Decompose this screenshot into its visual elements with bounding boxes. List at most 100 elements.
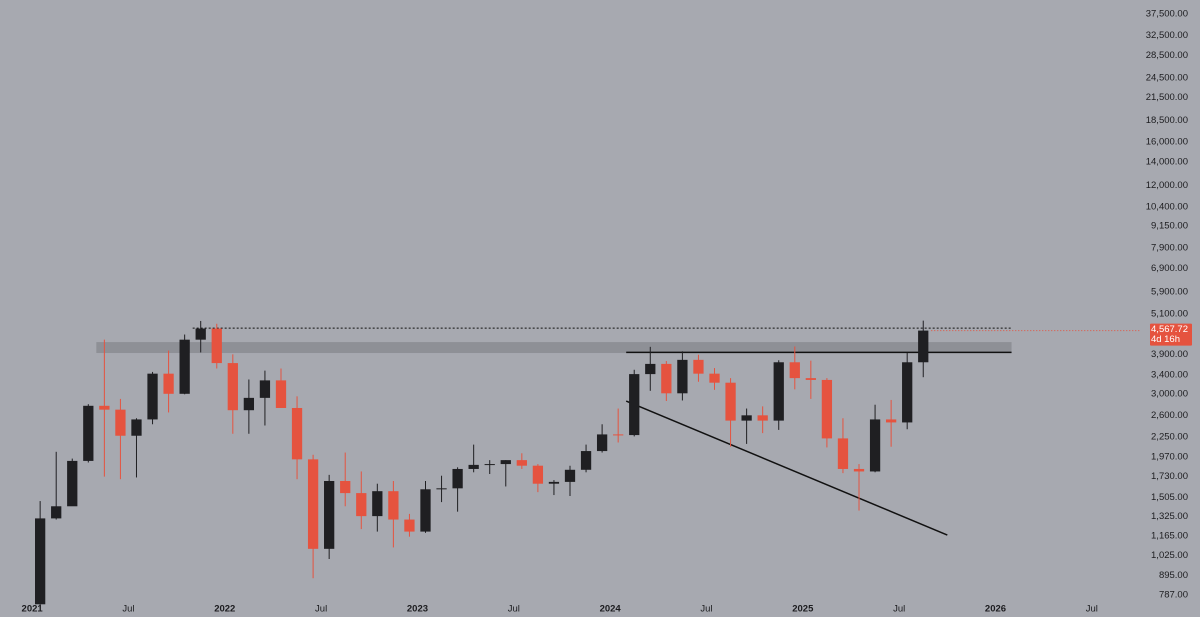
candle-body — [211, 328, 222, 364]
resistance-zone — [96, 342, 1012, 354]
candle-body — [275, 380, 287, 408]
candle-body — [580, 451, 592, 470]
candle-body — [918, 330, 929, 363]
candle-body — [356, 493, 367, 517]
y-tick-label: 1,505.00 — [1151, 492, 1188, 503]
y-tick-label: 3,900.00 — [1151, 349, 1188, 360]
y-tick-label: 21,500.00 — [1146, 92, 1188, 103]
y-tick-label: 32,500.00 — [1146, 30, 1188, 41]
candle-body — [757, 415, 768, 421]
candle-body — [821, 379, 833, 439]
candle-body — [147, 373, 158, 420]
candle-body — [532, 465, 544, 484]
x-tick-label: 2021 — [22, 604, 44, 615]
y-tick-label: 5,100.00 — [1151, 309, 1188, 320]
candle-body — [115, 409, 126, 436]
x-tick-label: Jul — [1086, 604, 1098, 615]
y-tick-label: 3,000.00 — [1151, 388, 1188, 399]
candle-body — [163, 373, 174, 394]
candle-body — [179, 339, 190, 394]
candle-body — [645, 363, 656, 375]
y-tick-label: 1,970.00 — [1151, 452, 1188, 463]
candle-body — [99, 405, 110, 410]
candle-body — [340, 480, 351, 494]
y-tick-label: 24,500.00 — [1146, 73, 1188, 84]
y-tick-label: 12,000.00 — [1146, 180, 1188, 191]
y-tick-label: 3,400.00 — [1151, 369, 1188, 380]
candle-body — [259, 380, 271, 398]
candle-body — [548, 481, 560, 484]
candle-body — [243, 397, 255, 411]
candle-body — [773, 362, 784, 421]
y-tick-label: 5,900.00 — [1151, 287, 1188, 298]
candle-body — [805, 378, 816, 380]
candle-body — [67, 460, 78, 507]
candle-body — [869, 419, 881, 472]
candle-body — [516, 460, 527, 466]
candle-body — [227, 363, 238, 411]
candle-body — [661, 363, 672, 394]
x-tick-label: Jul — [893, 604, 905, 615]
candle-body — [372, 491, 383, 517]
candle-body — [420, 489, 431, 532]
y-tick-label: 9,150.00 — [1151, 221, 1188, 232]
candle-body — [693, 359, 704, 374]
y-tick-label: 2,250.00 — [1151, 432, 1188, 443]
x-tick-label: Jul — [508, 604, 520, 615]
candle-body — [324, 480, 335, 549]
candle-body — [195, 328, 206, 340]
candle-body — [629, 374, 640, 436]
y-tick-label: 10,400.00 — [1146, 201, 1188, 212]
y-tick-label: 1,165.00 — [1151, 531, 1188, 542]
y-tick-label: 1,025.00 — [1151, 550, 1188, 561]
candle-body — [291, 407, 303, 460]
candle-body — [725, 382, 736, 421]
candle-body — [885, 419, 897, 423]
candle-body — [596, 434, 608, 452]
candle-body — [902, 362, 913, 423]
candle-body — [789, 362, 800, 379]
countdown-label: 4d 16h — [1151, 334, 1180, 345]
y-tick-label: 6,900.00 — [1151, 263, 1188, 274]
candle-body — [452, 468, 463, 489]
y-tick-label: 18,500.00 — [1146, 115, 1188, 126]
candle-body — [388, 491, 399, 520]
candle-body — [35, 518, 46, 605]
y-tick-label: 1,730.00 — [1151, 471, 1188, 482]
y-tick-label: 787.00 — [1159, 590, 1188, 601]
candle-body — [500, 460, 511, 465]
y-tick-label: 14,000.00 — [1146, 157, 1188, 168]
candle-body — [564, 469, 576, 482]
x-tick-label: 2024 — [600, 604, 622, 615]
candle-body — [853, 468, 865, 472]
candle-body — [837, 438, 849, 469]
candle-body — [83, 405, 94, 461]
candle-body — [677, 359, 688, 394]
x-tick-label: Jul — [700, 604, 712, 615]
trend-line — [625, 400, 948, 536]
candle-body — [709, 373, 720, 383]
candle-body — [436, 488, 447, 490]
x-tick-label: 2023 — [407, 604, 428, 615]
y-tick-label: 28,500.00 — [1146, 50, 1188, 61]
candle-body — [51, 506, 62, 519]
y-tick-label: 2,600.00 — [1151, 410, 1188, 421]
x-tick-label: 2025 — [792, 604, 814, 615]
last-price-label: 4,567.72 — [1151, 324, 1188, 335]
candle-body — [307, 459, 319, 549]
x-tick-label: Jul — [315, 604, 327, 615]
x-tick-label: Jul — [122, 604, 134, 615]
x-tick-label: 2022 — [214, 604, 235, 615]
y-tick-label: 7,900.00 — [1151, 243, 1188, 254]
y-tick-label: 16,000.00 — [1146, 137, 1188, 148]
y-tick-label: 895.00 — [1159, 570, 1188, 581]
y-tick-label: 37,500.00 — [1146, 9, 1188, 20]
candle-body — [741, 415, 752, 421]
y-tick-label: 1,325.00 — [1151, 511, 1188, 522]
candle-body — [613, 434, 624, 436]
candle-body — [404, 519, 415, 532]
last-price-box — [1150, 323, 1192, 346]
candle-body — [468, 464, 479, 469]
candle-body — [131, 419, 142, 436]
